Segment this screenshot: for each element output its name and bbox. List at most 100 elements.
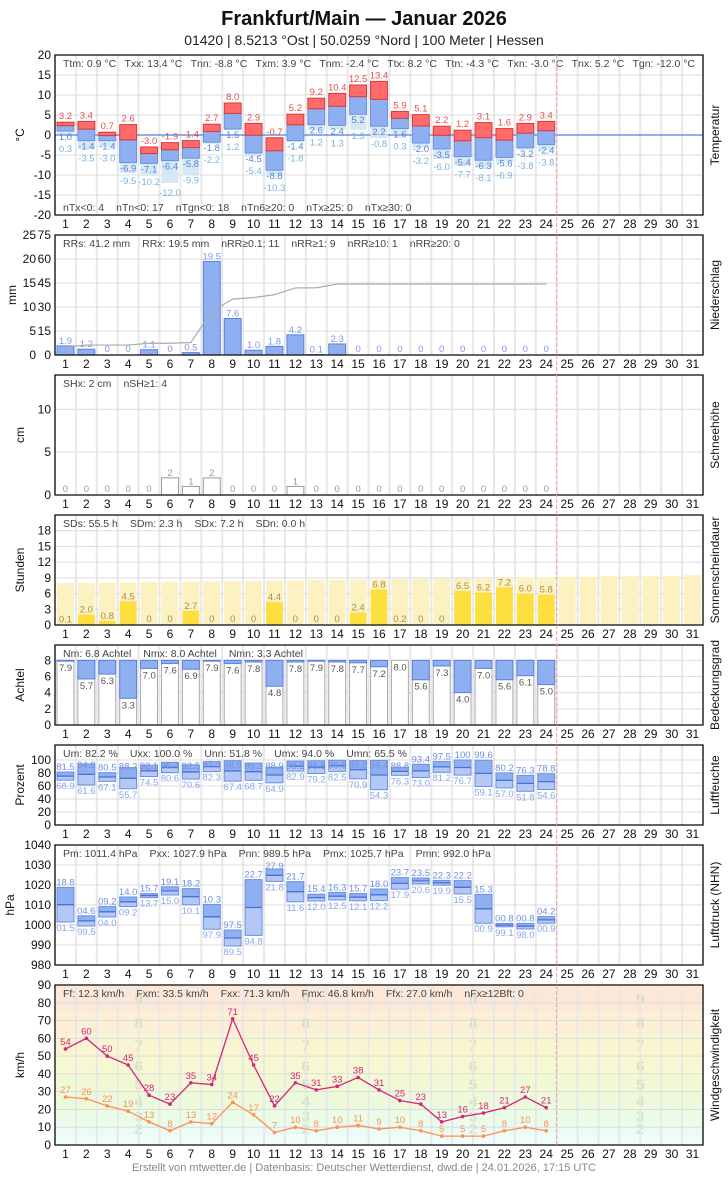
range-lower [475, 773, 492, 786]
x-tick-label: 31 [686, 217, 700, 231]
precip-bar [266, 346, 283, 355]
min-label: 98.0 [516, 930, 535, 941]
tground-label: 0.3 [59, 144, 72, 155]
x-tick-label: 25 [560, 967, 574, 981]
snow-label: 0 [84, 484, 89, 495]
temp-lower-bar [245, 135, 262, 153]
y2-tick-label: 60 [38, 252, 52, 266]
range-lower [78, 774, 95, 785]
precip-label: 0 [126, 344, 131, 355]
tground-label: -6.9 [496, 170, 512, 181]
x-tick-label: 13 [310, 357, 324, 371]
x-tick-label: 11 [268, 1147, 281, 1161]
x-tick-label: 6 [167, 967, 174, 981]
max-label: 15.7 [140, 884, 159, 895]
x-tick-label: 15 [351, 497, 365, 511]
mean-wind-label: 27 [60, 1085, 71, 1096]
range-lower [266, 875, 283, 881]
y-axis-label: km/h [13, 1052, 27, 1078]
x-tick-label: 18 [414, 497, 428, 511]
temp-lower-bar [475, 138, 492, 161]
stat-bottom: nTx≥30: 0 [365, 202, 412, 214]
tmax-label: 3.2 [59, 111, 72, 122]
range-lower [538, 782, 555, 790]
x-tick-label: 22 [498, 827, 512, 841]
min-label: 12.1 [349, 902, 368, 913]
temp-upper-bar [371, 81, 388, 99]
snow-bar [287, 486, 304, 495]
range-upper [245, 880, 262, 908]
precip-label: 1.0 [247, 340, 260, 351]
temp-upper-bar [496, 129, 513, 141]
precip-label: 0 [439, 344, 444, 355]
x-tick-label: 4 [125, 217, 132, 231]
x-tick-label: 20 [456, 627, 470, 641]
x-tick-label: 22 [498, 967, 512, 981]
gust-label: 31 [311, 1078, 322, 1089]
min-label: 00.9 [537, 924, 556, 935]
temp-upper-bar [287, 114, 304, 125]
tmin-label: 1.6 [393, 130, 406, 141]
mean-wind-label: 8 [502, 1119, 507, 1130]
stat-item: nRR≥0.1: 11 [221, 238, 279, 250]
x-tick-label: 10 [247, 967, 261, 981]
tmin-label: 1.5 [226, 130, 239, 141]
cloud-bar [371, 660, 388, 666]
y-tick-label: 15 [23, 276, 37, 290]
x-tick-label: 15 [351, 217, 365, 231]
x-tick-label: 5 [146, 627, 153, 641]
x-tick-label: 23 [519, 627, 533, 641]
stat-item: SDn: 0.0 h [255, 518, 305, 530]
x-tick-label: 24 [540, 217, 554, 231]
tmin-label: 2.6 [310, 126, 323, 137]
max-label: 27.9 [265, 861, 284, 872]
min-label: 19.9 [432, 886, 451, 897]
sunshine-label: 0.1 [59, 614, 72, 625]
x-tick-label: 21 [477, 357, 491, 371]
tground-label: -2.2 [204, 155, 220, 166]
temp-upper-bar [162, 143, 179, 150]
x-tick-label: 12 [289, 827, 303, 841]
tground-label: -6.0 [434, 162, 450, 173]
range-lower [371, 775, 388, 790]
gust-label: 60 [81, 1026, 92, 1037]
x-tick-label: 6 [167, 357, 174, 371]
precip-label: 0 [481, 344, 486, 355]
range-upper [475, 894, 492, 908]
sunshine-label: 0 [209, 614, 214, 625]
x-tick-label: 19 [435, 357, 449, 371]
x-tick-label: 18 [414, 217, 428, 231]
x-tick-label: 3 [104, 627, 111, 641]
tmin-label: -5.6 [496, 158, 512, 169]
x-tick-label: 26 [581, 1147, 595, 1161]
stat-item: Ttn: -4.3 °C [445, 58, 499, 70]
x-tick-label: 1 [62, 727, 69, 741]
range-upper [454, 760, 471, 768]
precip-label: 0 [355, 344, 360, 355]
x-tick-label: 6 [167, 217, 174, 231]
cloud-bar [412, 660, 429, 679]
y-tick-label: 18 [38, 524, 52, 538]
y-tick-label: 4 [44, 686, 51, 700]
x-tick-label: 23 [519, 357, 533, 371]
cloud-bar [203, 660, 220, 661]
x-tick-label: 18 [414, 1147, 428, 1161]
cloud-label: 4.8 [268, 688, 281, 699]
range-lower [182, 897, 199, 905]
temp-upper-bar [350, 85, 367, 97]
x-tick-label: 1 [62, 217, 69, 231]
stat-bottom: nTgn<0: 18 [176, 202, 230, 214]
mean-wind-label: 7 [272, 1121, 277, 1132]
x-tick-label: 8 [208, 1147, 215, 1161]
tmin-label: 2.4 [331, 126, 344, 137]
x-tick-label: 7 [188, 827, 195, 841]
mean-wind-label: 10 [332, 1115, 343, 1126]
sunshine-label: 0.8 [101, 611, 114, 622]
temp-upper-bar [266, 138, 283, 151]
x-tick-label: 3 [104, 497, 111, 511]
x-tick-label: 5 [146, 1147, 153, 1161]
x-tick-label: 4 [125, 497, 132, 511]
mean-wind-label: 12 [206, 1112, 217, 1123]
